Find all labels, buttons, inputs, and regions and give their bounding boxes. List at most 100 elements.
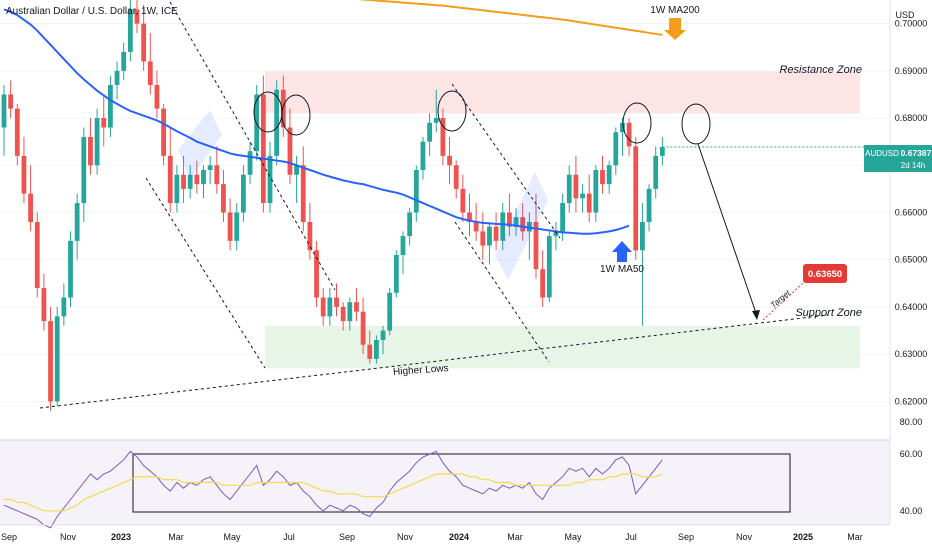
candle-body xyxy=(380,330,386,340)
channel-line xyxy=(145,177,266,369)
candle-body xyxy=(207,165,213,170)
candle-body xyxy=(28,193,33,222)
candle-body xyxy=(187,174,193,189)
top-circle xyxy=(681,103,711,145)
candle-body xyxy=(8,94,14,109)
chart-title: Australian Dollar / U.S. Dollar, 1W, ICE xyxy=(6,6,178,17)
candle-body xyxy=(287,127,293,175)
x-tick-label: Sep xyxy=(678,532,694,542)
candle-body xyxy=(94,118,100,166)
projection-arrow xyxy=(697,143,758,317)
candle-body xyxy=(480,231,486,246)
candle-body xyxy=(327,297,333,317)
candle-body xyxy=(54,316,60,402)
projection-arrow-head xyxy=(752,310,760,320)
candle-body xyxy=(127,9,133,52)
candle-body xyxy=(174,174,180,204)
candle-body xyxy=(234,212,240,241)
top-circle xyxy=(437,90,467,132)
candle-body xyxy=(387,292,393,331)
y-tick-label: 0.68000 xyxy=(895,113,928,123)
rsi-box xyxy=(132,453,791,513)
higher-lows-trendline xyxy=(39,314,829,409)
resistance-zone xyxy=(265,70,860,114)
candle-body xyxy=(134,9,140,24)
ma50-line xyxy=(3,8,630,235)
drawings-layer xyxy=(39,1,890,409)
candle-body xyxy=(653,155,659,189)
candle-body xyxy=(367,344,373,359)
candle-body xyxy=(507,212,512,227)
ma200-line xyxy=(356,0,663,36)
currency-label: USD xyxy=(895,10,915,20)
x-tick-label: May xyxy=(223,532,241,542)
candle-body xyxy=(121,51,127,71)
x-tick-label: Sep xyxy=(339,532,355,542)
candle-body xyxy=(320,297,326,317)
candle-body xyxy=(340,306,346,322)
y-tick-label: 0.62000 xyxy=(895,396,928,406)
x-tick-label: May xyxy=(564,532,582,542)
x-tick-label: 2024 xyxy=(449,532,469,542)
ma50-label: 1W MA50 xyxy=(600,264,644,275)
x-tick-label: Mar xyxy=(847,532,863,542)
higher-lows-label: Higher Lows xyxy=(393,363,449,378)
x-tick-label: Nov xyxy=(397,532,414,542)
candle-body xyxy=(347,302,353,322)
target-price-text: 0.63650 xyxy=(808,269,842,280)
candle-body xyxy=(201,170,206,185)
candle-body xyxy=(241,174,246,213)
x-tick-label: Mar xyxy=(507,532,523,542)
channel-line xyxy=(454,221,550,363)
candle-body xyxy=(593,170,599,213)
ma200-label: 1W MA200 xyxy=(650,5,700,16)
candle-body xyxy=(566,174,572,204)
candle-body xyxy=(646,188,652,222)
candle-body xyxy=(154,85,160,109)
candle-body xyxy=(221,184,226,213)
candle-body xyxy=(407,212,413,237)
candle-body xyxy=(1,94,7,128)
candle-body xyxy=(600,170,605,185)
candle-body xyxy=(280,89,286,128)
x-tick-label: Mar xyxy=(168,532,184,542)
candle-body xyxy=(260,94,266,204)
moving-averages-layer xyxy=(3,0,663,235)
ma200-arrow xyxy=(664,18,686,40)
y-tick-label: 0.63000 xyxy=(895,349,928,359)
candle-body xyxy=(533,221,539,270)
candle-body xyxy=(453,165,459,189)
price-tag-symbol: AUDUSD xyxy=(865,149,899,158)
candle-body xyxy=(620,122,625,133)
candle-body xyxy=(314,250,319,298)
candle-body xyxy=(447,155,452,166)
candle-body xyxy=(194,174,200,185)
candle-body xyxy=(360,311,366,345)
candle-body xyxy=(560,203,565,232)
candle-body xyxy=(633,146,639,251)
x-tick-label: Sep xyxy=(1,532,17,542)
candle-body xyxy=(334,297,339,307)
candle-body xyxy=(88,136,93,166)
candle-body xyxy=(473,221,479,232)
candle-body xyxy=(68,240,73,298)
candle-body xyxy=(274,89,280,156)
support-zone-label: Support Zone xyxy=(795,307,862,319)
x-tick-label: Jul xyxy=(625,532,637,542)
candle-body xyxy=(74,203,80,241)
candle-body xyxy=(427,122,432,142)
candle-body xyxy=(267,155,273,204)
ma50-arrow xyxy=(612,241,632,262)
candle-body xyxy=(606,165,612,185)
candle-body xyxy=(613,132,619,166)
y-tick-label: 0.69000 xyxy=(895,66,928,76)
candle-body xyxy=(21,155,27,194)
candle-body xyxy=(546,236,552,298)
candle-body xyxy=(580,193,585,199)
candle-body xyxy=(14,108,20,156)
candle-body xyxy=(440,118,446,156)
target-price-box xyxy=(803,264,847,283)
channel-line xyxy=(169,1,336,291)
y-tick-label: 0.64000 xyxy=(895,302,928,312)
